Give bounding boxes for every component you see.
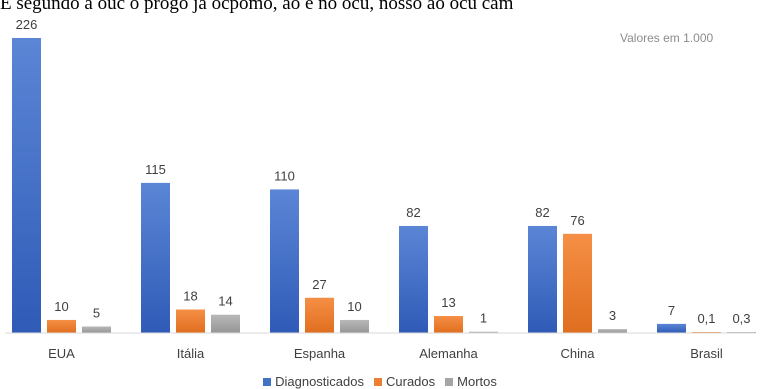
bar-mortos-alemanha <box>469 331 498 333</box>
bar-mortos-eua <box>82 326 111 333</box>
legend-swatch-mortos <box>445 377 454 386</box>
chart-legend: Diagnosticados Curados Mortos <box>0 374 760 389</box>
bar-mortos-italia <box>211 314 240 333</box>
bar-curados-china <box>563 233 592 333</box>
data-label-diagnosticados-eua: 226 <box>16 17 38 32</box>
category-label-italia: Itália <box>177 346 205 361</box>
data-label-curados-italia: 18 <box>183 289 197 304</box>
data-label-diagnosticados-espanha: 110 <box>274 168 295 183</box>
data-label-mortos-china: 3 <box>609 308 616 323</box>
bar-mortos-china <box>598 329 627 333</box>
bar-curados-alemanha <box>434 316 463 333</box>
data-label-mortos-italia: 14 <box>218 294 232 309</box>
legend-swatch-diagnosticados <box>263 377 272 386</box>
bar-diagnosticados-alemanha <box>399 225 428 333</box>
category-label-eua: EUA <box>48 346 75 361</box>
bar-diagnosticados-espanha <box>270 189 299 333</box>
category-label-brasil: Brasil <box>690 346 723 361</box>
data-label-mortos-eua: 5 <box>93 305 100 320</box>
bar-mortos-espanha <box>340 319 369 333</box>
data-label-diagnosticados-alemanha: 82 <box>406 205 420 220</box>
data-label-curados-brasil: 0,1 <box>697 311 715 326</box>
legend-swatch-curados <box>374 377 382 386</box>
category-label-china: China <box>561 346 596 361</box>
bar-diagnosticados-brasil <box>657 323 686 333</box>
data-label-curados-alemanha: 13 <box>441 295 455 310</box>
data-label-diagnosticados-italia: 115 <box>145 162 166 177</box>
legend-item-curados: Curados <box>374 374 435 389</box>
bar-curados-italia <box>176 309 205 333</box>
bar-curados-eua <box>47 319 76 333</box>
bar-diagnosticados-italia <box>141 182 170 333</box>
category-label-espanha: Espanha <box>294 346 346 361</box>
bar-diagnosticados-china <box>528 225 557 333</box>
header-text: E segundo a ouc o progo ja ocpomo, ao e … <box>0 0 514 14</box>
data-label-mortos-alemanha: 1 <box>480 311 487 326</box>
data-label-curados-china: 76 <box>570 213 584 228</box>
legend-label-mortos: Mortos <box>457 374 497 389</box>
legend-label-curados: Curados <box>386 374 436 389</box>
category-label-alemanha: Alemanha <box>419 346 478 361</box>
bar-curados-espanha <box>305 297 334 333</box>
units-note: Valores em 1.000 <box>620 31 714 45</box>
data-label-mortos-brasil: 0,3 <box>732 311 750 326</box>
bar-diagnosticados-eua <box>12 38 41 333</box>
data-label-mortos-espanha: 10 <box>347 299 361 314</box>
data-label-diagnosticados-china: 82 <box>535 205 549 220</box>
data-label-curados-espanha: 27 <box>312 277 326 292</box>
legend-item-diagnosticados: Diagnosticados <box>263 374 364 389</box>
legend-item-mortos: Mortos <box>445 374 497 389</box>
data-label-curados-eua: 10 <box>54 299 68 314</box>
legend-label-diagnosticados: Diagnosticados <box>275 374 364 389</box>
data-label-diagnosticados-brasil: 7 <box>668 303 675 318</box>
